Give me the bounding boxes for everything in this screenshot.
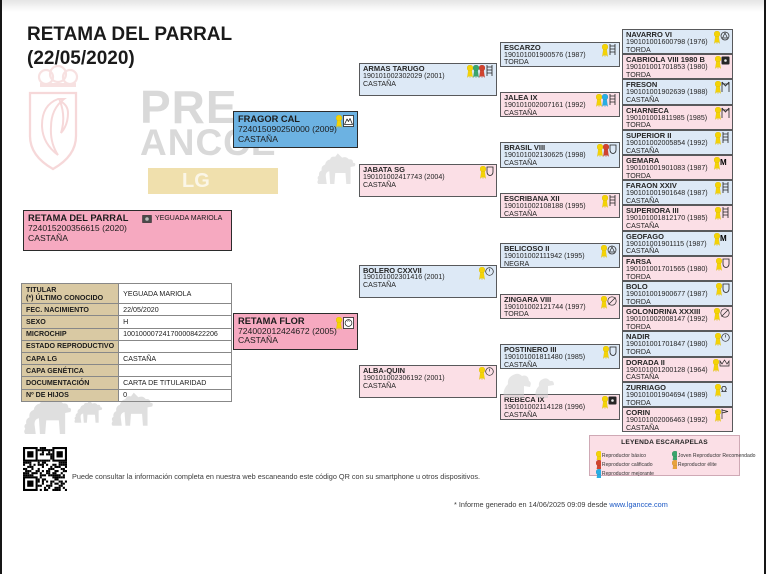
svg-text:M: M xyxy=(720,234,727,243)
svg-text:M: M xyxy=(720,158,727,167)
svg-text:Ω: Ω xyxy=(721,385,727,394)
